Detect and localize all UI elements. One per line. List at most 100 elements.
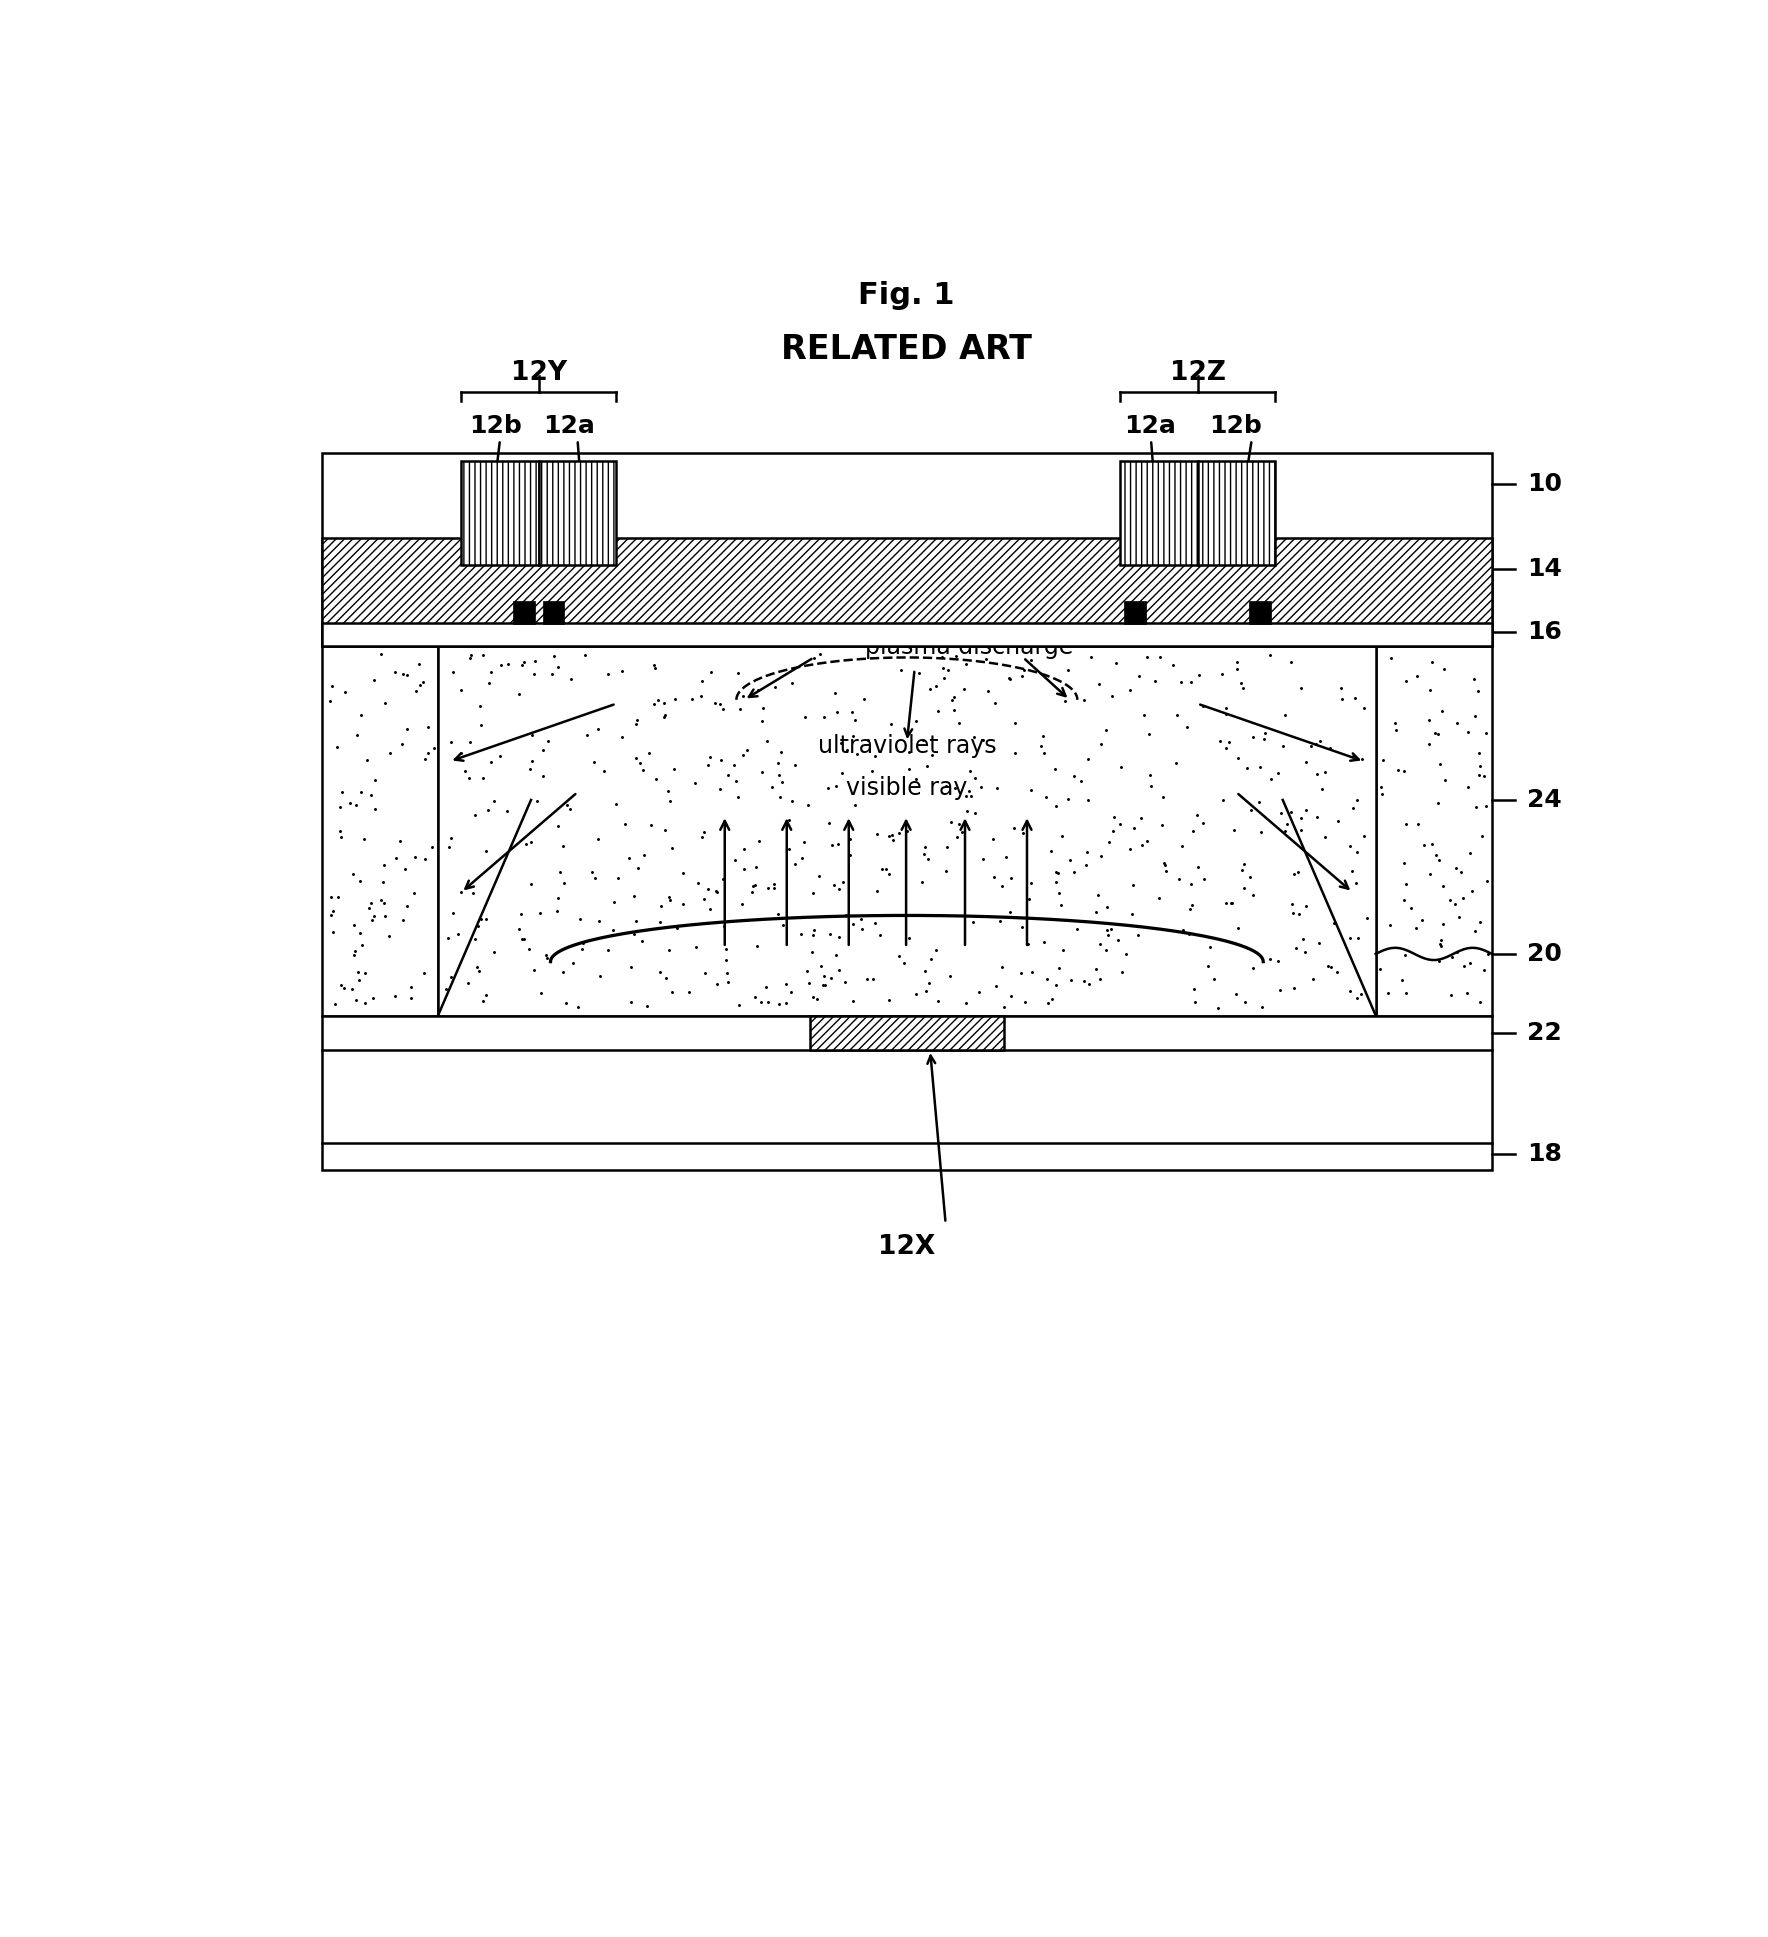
Point bbox=[1303, 802, 1331, 833]
Point bbox=[380, 980, 408, 1011]
Point bbox=[1384, 755, 1413, 786]
Point bbox=[842, 790, 870, 821]
Point bbox=[1101, 647, 1130, 678]
Point bbox=[1391, 978, 1420, 1009]
Point bbox=[1236, 794, 1264, 825]
Point bbox=[454, 967, 483, 998]
Point bbox=[895, 922, 923, 953]
Point bbox=[589, 755, 617, 786]
Point bbox=[341, 986, 370, 1017]
Point bbox=[794, 788, 822, 819]
Point bbox=[527, 976, 555, 1007]
Point bbox=[1460, 916, 1489, 947]
Point bbox=[529, 761, 557, 792]
Point bbox=[370, 887, 398, 918]
Text: 12Y: 12Y bbox=[511, 360, 568, 385]
Point bbox=[838, 697, 866, 728]
Point bbox=[766, 988, 794, 1019]
Point bbox=[822, 771, 850, 802]
Point bbox=[318, 895, 347, 926]
Point bbox=[392, 891, 421, 922]
Point bbox=[1174, 711, 1202, 742]
Point bbox=[437, 823, 465, 854]
Text: plasma discharge: plasma discharge bbox=[865, 635, 1073, 659]
Point bbox=[1469, 955, 1497, 986]
Point bbox=[728, 740, 757, 771]
Point bbox=[1430, 765, 1459, 796]
Point bbox=[1208, 659, 1236, 690]
Point bbox=[831, 967, 859, 998]
Point bbox=[654, 881, 682, 912]
Point bbox=[1423, 719, 1452, 750]
Point bbox=[1050, 686, 1078, 717]
Point bbox=[1239, 879, 1268, 910]
Point bbox=[559, 947, 587, 978]
Point bbox=[1027, 730, 1055, 761]
Point bbox=[1041, 753, 1070, 784]
Point bbox=[642, 763, 670, 794]
Point bbox=[827, 728, 856, 759]
Point bbox=[1466, 750, 1494, 781]
Point bbox=[419, 732, 447, 763]
Point bbox=[829, 866, 857, 897]
Point bbox=[974, 676, 1002, 707]
Point bbox=[1466, 738, 1494, 769]
Point bbox=[1185, 659, 1213, 690]
Point bbox=[315, 686, 343, 717]
Point bbox=[467, 903, 495, 934]
Point bbox=[988, 951, 1017, 982]
Point bbox=[707, 744, 735, 775]
Point bbox=[1377, 641, 1406, 672]
Point bbox=[438, 897, 467, 928]
Point bbox=[527, 897, 555, 928]
Point bbox=[1460, 662, 1489, 693]
Point bbox=[1324, 806, 1353, 837]
Point bbox=[912, 976, 941, 1007]
Point bbox=[382, 843, 410, 874]
Point bbox=[1291, 746, 1319, 777]
Point bbox=[467, 709, 495, 740]
Point bbox=[836, 841, 865, 872]
Point bbox=[375, 738, 403, 769]
Point bbox=[396, 982, 424, 1013]
Point bbox=[1227, 854, 1255, 885]
Point bbox=[1344, 982, 1372, 1013]
Point bbox=[1441, 852, 1469, 883]
Point bbox=[721, 845, 750, 876]
Point bbox=[608, 655, 636, 686]
Point bbox=[463, 910, 492, 941]
Point bbox=[914, 967, 942, 998]
Point bbox=[1264, 945, 1292, 976]
Point bbox=[647, 891, 675, 922]
Point bbox=[472, 905, 500, 936]
Point bbox=[1443, 707, 1471, 738]
Point bbox=[509, 649, 537, 680]
Point bbox=[1469, 761, 1497, 792]
Point bbox=[469, 639, 497, 670]
Point bbox=[1427, 930, 1455, 961]
Point bbox=[456, 726, 484, 757]
Point bbox=[1340, 682, 1368, 713]
Point bbox=[401, 841, 430, 872]
Point bbox=[810, 701, 838, 732]
Point bbox=[884, 941, 912, 972]
Point bbox=[1082, 953, 1110, 984]
Point bbox=[1121, 812, 1149, 843]
Point bbox=[1029, 721, 1057, 752]
Point bbox=[636, 810, 665, 841]
Point bbox=[412, 843, 440, 874]
Point bbox=[324, 732, 352, 763]
Point bbox=[960, 907, 988, 938]
Point bbox=[1084, 879, 1112, 910]
Point bbox=[1124, 920, 1153, 951]
Point bbox=[695, 750, 723, 781]
Point bbox=[1193, 951, 1222, 982]
Point bbox=[969, 724, 997, 755]
Point bbox=[465, 955, 493, 986]
Text: 24: 24 bbox=[1528, 788, 1561, 812]
Point bbox=[463, 951, 492, 982]
Point bbox=[1231, 986, 1259, 1017]
Point bbox=[1071, 848, 1100, 879]
Point bbox=[866, 920, 895, 951]
Point bbox=[325, 815, 354, 846]
